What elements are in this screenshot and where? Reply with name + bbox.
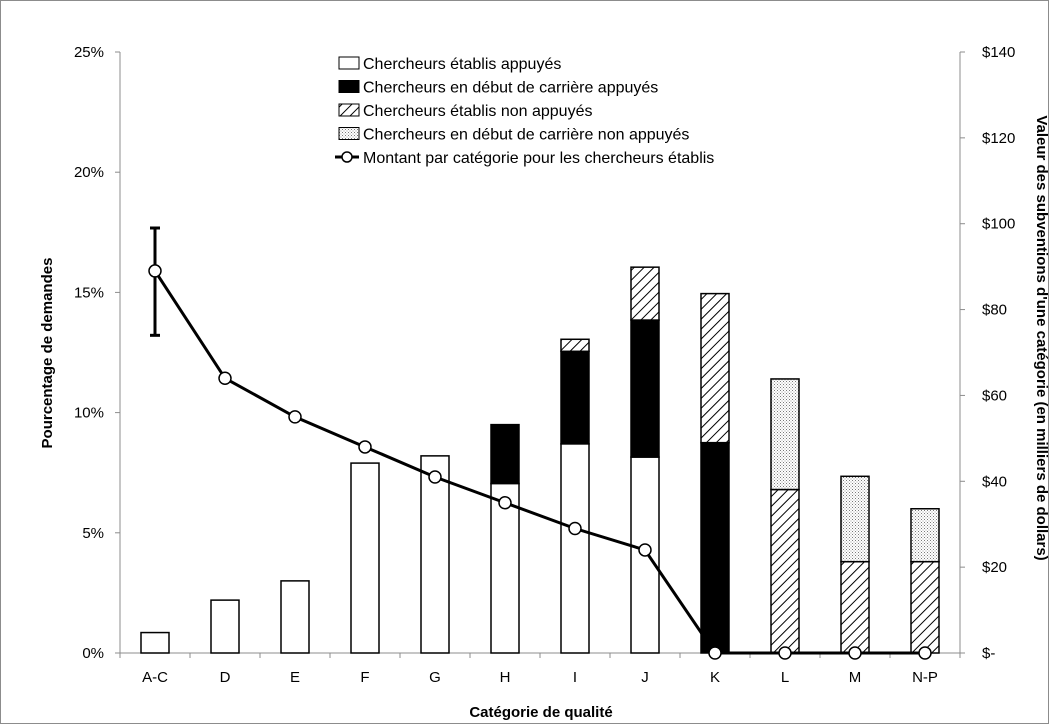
y-tick-label: 5%	[82, 525, 104, 542]
y2-tick-label: $80	[982, 302, 1007, 319]
bar-chercheurs-etablis-non-appuyes-n-p	[911, 562, 939, 653]
legend-swatch-chercheurs-en-debut-de-carriere-non-appuyes	[339, 128, 359, 140]
x-tick-label: F	[360, 669, 369, 686]
legend-label-chercheurs-en-debut-de-carriere-appuyes: Chercheurs en début de carrière appuyés	[363, 80, 658, 97]
bar-chercheurs-en-debut-de-carriere-appuyes-i	[561, 351, 589, 444]
x-tick-label: D	[220, 669, 231, 686]
bar-chercheurs-etablis-non-appuyes-k	[701, 294, 729, 443]
x-tick-label: I	[573, 669, 577, 686]
y2-axis-title: Valeur des subventions d'une catégorie (…	[1033, 115, 1049, 560]
legend-label-chercheurs-etablis-appuyes: Chercheurs établis appuyés	[363, 56, 561, 73]
bar-chercheurs-etablis-non-appuyes-j	[631, 267, 659, 320]
legend-label-chercheurs-en-debut-de-carriere-non-appuyes: Chercheurs en début de carrière non appu…	[363, 127, 689, 144]
bar-chercheurs-etablis-appuyes-i	[561, 444, 589, 653]
bar-chercheurs-etablis-non-appuyes-l	[771, 490, 799, 653]
y2-tick-label: $60	[982, 387, 1007, 404]
legend-label-chercheurs-etablis-non-appuyes: Chercheurs établis non appuyés	[363, 103, 592, 120]
legend-swatch-chercheurs-etablis-appuyes	[339, 57, 359, 69]
bar-chercheurs-en-debut-de-carriere-non-appuyes-m	[841, 476, 869, 561]
legend-swatch-chercheurs-etablis-non-appuyes	[339, 104, 359, 116]
line-point-m	[849, 647, 861, 659]
y2-tick-label: $40	[982, 473, 1007, 490]
line-point-l	[779, 647, 791, 659]
line-point-d	[219, 372, 231, 384]
line-point-a-c	[149, 265, 161, 277]
line-point-n-p	[919, 647, 931, 659]
bar-chercheurs-en-debut-de-carriere-appuyes-k	[701, 443, 729, 653]
y-tick-label: 10%	[74, 405, 104, 422]
line-point-g	[429, 471, 441, 483]
x-axis-title: Catégorie de qualité	[469, 704, 612, 721]
legend-label-montant: Montant par catégorie pour les chercheur…	[363, 150, 714, 167]
x-tick-label: G	[429, 669, 441, 686]
x-tick-label: L	[781, 669, 789, 686]
line-point-e	[289, 411, 301, 423]
bar-chercheurs-etablis-non-appuyes-i	[561, 339, 589, 351]
series-line-montant	[155, 271, 925, 653]
y2-tick-label: $100	[982, 216, 1015, 233]
line-point-i	[569, 523, 581, 535]
y2-tick-label: $-	[982, 645, 995, 662]
y-tick-label: 0%	[82, 645, 104, 662]
y2-tick-label: $20	[982, 559, 1007, 576]
bar-chercheurs-en-debut-de-carriere-appuyes-h	[491, 425, 519, 484]
x-tick-label: M	[849, 669, 862, 686]
y-tick-label: 20%	[74, 164, 104, 181]
x-tick-label: N-P	[912, 669, 938, 686]
y-tick-label: 25%	[74, 44, 104, 61]
legend-line-marker	[342, 152, 352, 162]
bar-chercheurs-etablis-appuyes-g	[421, 456, 449, 653]
y2-tick-label: $120	[982, 130, 1015, 147]
bar-chercheurs-etablis-non-appuyes-m	[841, 562, 869, 653]
bar-chercheurs-en-debut-de-carriere-appuyes-j	[631, 320, 659, 457]
y2-tick-label: $140	[982, 44, 1015, 61]
bar-chercheurs-etablis-appuyes-e	[281, 581, 309, 653]
legend-swatch-chercheurs-en-debut-de-carriere-appuyes	[339, 81, 359, 93]
bar-chercheurs-en-debut-de-carriere-non-appuyes-l	[771, 379, 799, 490]
bar-chercheurs-etablis-appuyes-d	[211, 600, 239, 653]
x-tick-label: H	[500, 669, 511, 686]
bar-chercheurs-en-debut-de-carriere-non-appuyes-n-p	[911, 509, 939, 562]
line-point-j	[639, 544, 651, 556]
bar-chercheurs-etablis-appuyes-a-c	[141, 633, 169, 653]
x-tick-label: A-C	[142, 669, 168, 686]
line-point-k	[709, 647, 721, 659]
x-tick-label: E	[290, 669, 300, 686]
line-point-h	[499, 497, 511, 509]
y-tick-label: 15%	[74, 284, 104, 301]
x-tick-label: K	[710, 669, 720, 686]
x-tick-label: J	[641, 669, 649, 686]
line-point-f	[359, 441, 371, 453]
y-axis-title: Pourcentage de demandes	[39, 258, 56, 449]
bar-chercheurs-etablis-appuyes-f	[351, 463, 379, 653]
